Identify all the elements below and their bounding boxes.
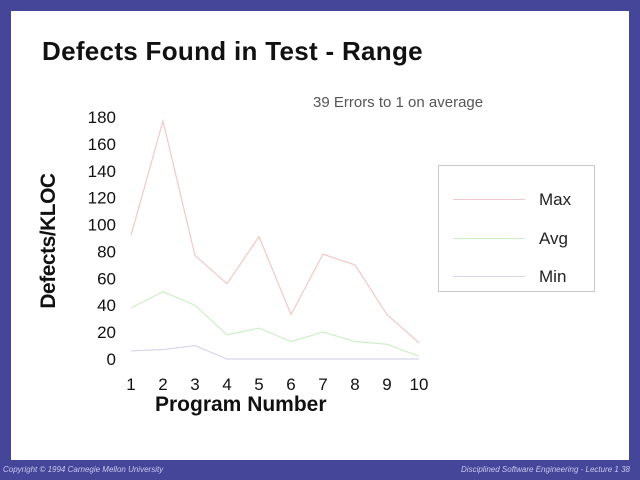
y-tick-label: 20: [97, 323, 116, 342]
x-tick-label: 6: [286, 375, 295, 394]
legend-item-avg: Avg: [439, 229, 594, 249]
legend-swatch-max: [453, 199, 525, 200]
y-tick-label: 120: [88, 189, 116, 208]
legend: Max Avg Min: [438, 165, 595, 292]
y-tick-label: 80: [97, 242, 116, 261]
legend-item-min: Min: [439, 267, 594, 287]
x-tick-label: 1: [126, 375, 135, 394]
legend-label-min: Min: [539, 267, 567, 286]
y-tick-label: 140: [88, 162, 116, 181]
series-line-max: [130, 118, 420, 344]
x-tick-label: 2: [158, 375, 167, 394]
chart-title: Defects Found in Test - Range: [42, 36, 423, 66]
y-tick-label: 100: [88, 216, 116, 235]
legend-item-max: Max: [439, 190, 594, 210]
footer-copyright: Copyright © 1994 Carnegie Mellon Univers…: [3, 465, 164, 474]
series-line-avg: [130, 291, 420, 357]
x-tick-label: 7: [318, 375, 327, 394]
y-tick-label: 40: [97, 296, 116, 315]
x-tick-label: 8: [350, 375, 359, 394]
y-tick-label: 60: [97, 269, 116, 288]
x-tick-label: 4: [222, 375, 231, 394]
y-tick-label: 0: [107, 350, 116, 369]
x-tick-label: 5: [254, 375, 263, 394]
footer-course-info: Disciplined Software Engineering - Lectu…: [461, 465, 630, 474]
legend-label-max: Max: [539, 190, 572, 209]
x-tick-labels: 1 2 3 4 5 6 7 8 9 10: [126, 375, 428, 394]
x-tick-label: 10: [410, 375, 429, 394]
legend-swatch-avg: [453, 238, 525, 239]
x-tick-label: 3: [190, 375, 199, 394]
y-tick-label: 180: [88, 108, 116, 127]
legend-label-avg: Avg: [539, 229, 568, 248]
x-tick-label: 9: [382, 375, 391, 394]
series-lines: [130, 118, 420, 360]
y-tick-labels: 0 20 40 60 80 100 120 140 160 180: [88, 108, 116, 369]
legend-swatch-min: [453, 276, 525, 277]
chart-annotation: 39 Errors to 1 on average: [313, 94, 484, 111]
series-line-min: [130, 344, 419, 360]
x-axis-label: Program Number: [155, 393, 327, 416]
y-tick-label: 160: [88, 135, 116, 154]
